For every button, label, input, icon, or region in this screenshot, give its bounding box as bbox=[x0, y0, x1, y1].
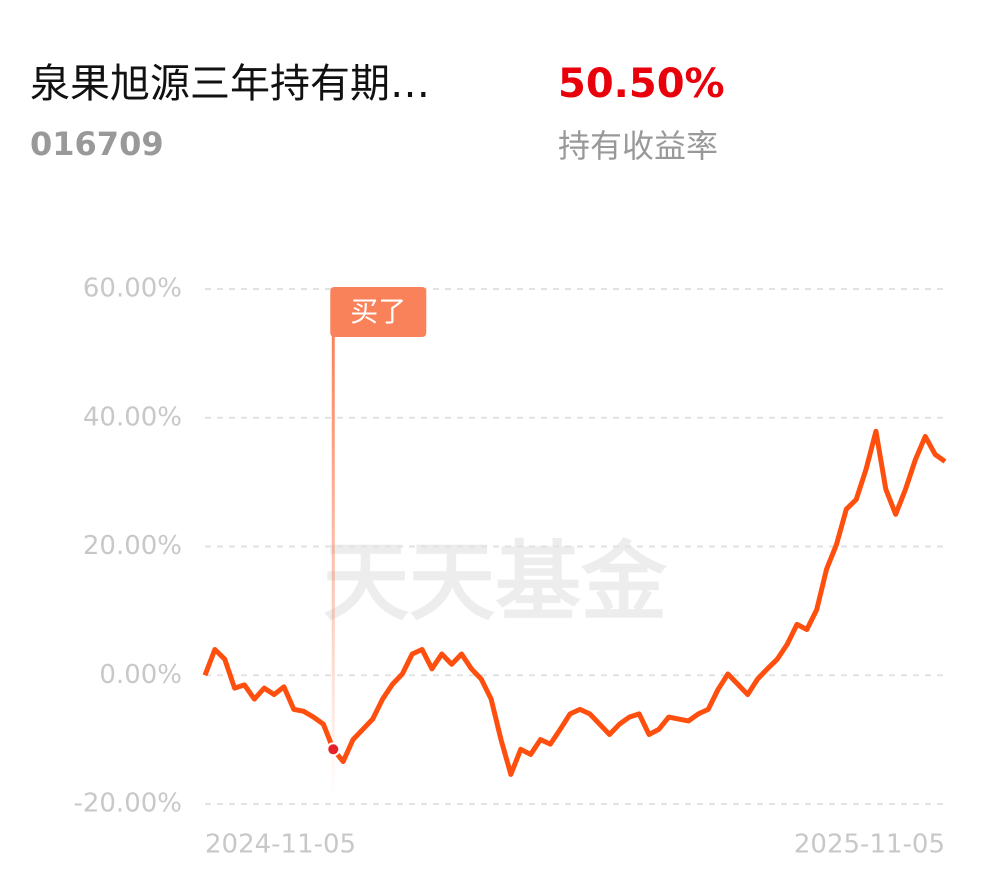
watermark: 天天基金 bbox=[323, 532, 668, 632]
buy-flag bbox=[330, 287, 427, 337]
x-tick-label: 2024-11-05 bbox=[205, 830, 356, 860]
return-label: 持有收益率 bbox=[558, 127, 718, 165]
line bbox=[202, 428, 947, 777]
buy-dot bbox=[326, 742, 341, 757]
y-tick-label: 20.00% bbox=[83, 531, 182, 561]
buy-label: 买了 bbox=[350, 295, 406, 328]
fund-code: 016709 bbox=[30, 125, 164, 163]
y-tick-label: 40.00% bbox=[83, 402, 182, 432]
y-tick-label: -20.00% bbox=[73, 789, 182, 819]
return-value: 50.50% bbox=[558, 61, 725, 107]
y-tick-label: 60.00% bbox=[83, 274, 182, 304]
buy-line bbox=[331, 330, 335, 794]
x-tick-label: 2025-11-05 bbox=[794, 830, 945, 860]
fund-name: 泉果旭源三年持有期… bbox=[30, 61, 430, 107]
y-tick-label: 0.00% bbox=[99, 660, 182, 690]
